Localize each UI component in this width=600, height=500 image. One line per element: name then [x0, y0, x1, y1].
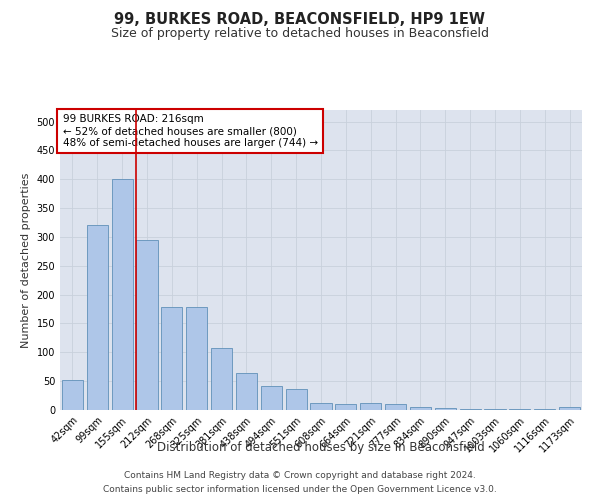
Bar — [236, 372, 257, 410]
Text: Size of property relative to detached houses in Beaconsfield: Size of property relative to detached ho… — [111, 28, 489, 40]
Text: 99, BURKES ROAD, BEACONSFIELD, HP9 1EW: 99, BURKES ROAD, BEACONSFIELD, HP9 1EW — [115, 12, 485, 28]
Bar — [87, 226, 108, 410]
Bar — [385, 404, 406, 410]
Bar — [360, 402, 381, 410]
Bar — [286, 388, 307, 410]
Bar — [460, 409, 481, 410]
Bar — [211, 348, 232, 410]
Text: Distribution of detached houses by size in Beaconsfield: Distribution of detached houses by size … — [157, 441, 485, 454]
Text: Contains public sector information licensed under the Open Government Licence v3: Contains public sector information licen… — [103, 484, 497, 494]
Bar — [62, 380, 83, 410]
Bar — [261, 386, 282, 410]
Bar — [410, 406, 431, 410]
Bar — [310, 403, 332, 410]
Bar — [435, 408, 456, 410]
Bar — [186, 308, 207, 410]
Bar — [335, 404, 356, 410]
Text: Contains HM Land Registry data © Crown copyright and database right 2024.: Contains HM Land Registry data © Crown c… — [124, 472, 476, 480]
Bar — [112, 179, 133, 410]
Y-axis label: Number of detached properties: Number of detached properties — [21, 172, 31, 348]
Text: 99 BURKES ROAD: 216sqm
← 52% of detached houses are smaller (800)
48% of semi-de: 99 BURKES ROAD: 216sqm ← 52% of detached… — [62, 114, 318, 148]
Bar — [161, 308, 182, 410]
Bar — [559, 407, 580, 410]
Bar — [136, 240, 158, 410]
